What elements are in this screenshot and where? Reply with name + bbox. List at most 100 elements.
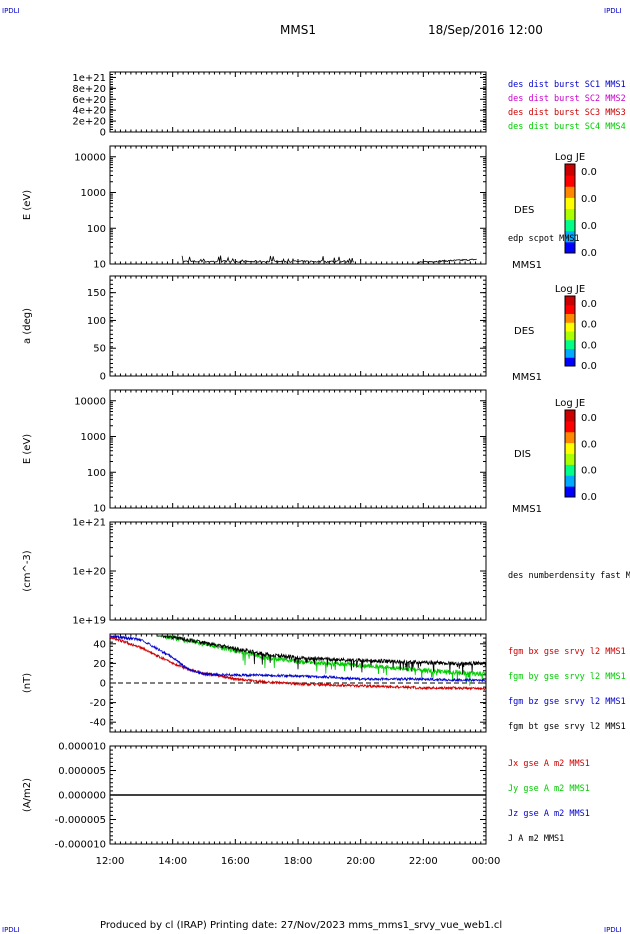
colorbar-tick-label: 0.0 <box>581 492 597 503</box>
y-axis-label: (nT) <box>22 673 33 693</box>
y-tick-label: 10000 <box>74 152 106 163</box>
y-tick-label: -20 <box>90 698 106 709</box>
y-tick-label: 2e+20 <box>72 117 106 128</box>
legend-entry: des dist burst SC2 MMS2 <box>508 94 626 104</box>
colorbar-segment <box>565 464 575 476</box>
colorbar-tick-label: 0.0 <box>581 248 597 259</box>
y-tick-label: 10000 <box>74 396 106 407</box>
y-axis-label: E (eV) <box>22 190 33 220</box>
y-axis-label: E (eV) <box>22 434 33 464</box>
y-tick-label: 100 <box>87 224 106 235</box>
panel-species-label: DES <box>514 326 534 337</box>
colorbar-segment <box>565 431 575 444</box>
date-title: 18/Sep/2016 12:00 <box>428 23 543 37</box>
colorbar-tick-label: 0.0 <box>581 361 597 372</box>
colorbar-frame <box>564 163 576 254</box>
colorbar-segment <box>565 410 575 422</box>
mission-title: MMS1 <box>280 23 316 37</box>
colorbar-segment <box>565 339 575 349</box>
legend-entry: J A m2 MMS1 <box>508 834 564 844</box>
y-tick-label: 10 <box>93 504 106 515</box>
colorbar-title: Log JE <box>555 284 585 295</box>
corner-label-br: IPDLI <box>604 926 622 934</box>
legend-entry: des numberdensity fast M <box>508 571 630 581</box>
series-bx <box>109 635 486 692</box>
colorbar-segment <box>565 313 575 323</box>
colorbar-title: Log JE <box>555 398 585 409</box>
colorbar-segment <box>565 241 575 254</box>
legend-entry: Jz gse A m2 MMS1 <box>508 809 590 819</box>
panel-frame <box>109 145 487 265</box>
y-tick-label: 1e+20 <box>72 567 106 578</box>
colorbar-title: Log JE <box>555 152 585 163</box>
colorbar-segment <box>565 230 575 243</box>
y-axis-label: a (deg) <box>22 308 33 344</box>
y-tick-label: 6e+20 <box>72 95 106 106</box>
colorbar-segment <box>565 186 575 198</box>
y-tick-label: 0.000005 <box>58 766 106 777</box>
x-tick-label: 00:00 <box>472 856 501 867</box>
colorbar-tick-label: 0.0 <box>581 413 597 424</box>
colorbar-segment <box>565 453 575 465</box>
colorbar-frame <box>564 295 576 367</box>
y-tick-label: 8e+20 <box>72 84 106 95</box>
y-tick-label: -40 <box>90 718 106 729</box>
panel-frame <box>109 71 487 133</box>
y-tick-label: 20 <box>93 659 106 670</box>
colorbar-segment <box>565 164 575 176</box>
colorbar-tick-label: 0.0 <box>581 320 597 331</box>
panel-frame <box>109 275 487 377</box>
series-edp-scpot <box>181 255 355 264</box>
panel-species-label: DIS <box>514 449 531 460</box>
y-axis-label: (A/m2) <box>22 778 33 812</box>
y-tick-label: 10 <box>93 260 106 271</box>
legend-entry: fgm bt gse srvy l2 MMS1 <box>508 722 626 732</box>
colorbar-tick-label: 0.0 <box>581 466 597 477</box>
y-tick-label: -0.000005 <box>55 815 106 826</box>
colorbar-segment <box>565 175 575 187</box>
panel-frame <box>109 521 487 621</box>
colorbar-segment <box>565 331 575 341</box>
overlay-legend: edp scpot MMS1 <box>508 234 580 244</box>
colorbar-segment <box>565 304 575 314</box>
colorbar-tick-label: 0.0 <box>581 194 597 205</box>
colorbar-segment <box>565 208 575 221</box>
colorbar-tick-label: 0.0 <box>581 299 597 310</box>
colorbar-tick-label: 0.0 <box>581 439 597 450</box>
legend-entry: fgm by gse srvy l2 MMS1 <box>508 672 626 682</box>
y-tick-label: 1000 <box>81 432 106 443</box>
colorbar-segment <box>565 219 575 232</box>
x-tick-label: 16:00 <box>221 856 250 867</box>
series-edp-scpot <box>417 258 477 264</box>
y-tick-label: 0.000010 <box>58 742 106 753</box>
colorbar-segment <box>565 420 575 433</box>
corner-label-tl: IPDLI <box>2 7 20 15</box>
panel-frame <box>109 389 487 509</box>
colorbar-segment <box>565 322 575 332</box>
x-tick-label: 22:00 <box>409 856 438 867</box>
y-tick-label: 1e+19 <box>72 616 106 627</box>
legend-entry: fgm bx gse srvy l2 MMS1 <box>508 647 626 657</box>
y-tick-label: 1000 <box>81 188 106 199</box>
colorbar-tick-label: 0.0 <box>581 221 597 232</box>
legend-entry: Jy gse A m2 MMS1 <box>508 784 590 794</box>
y-tick-label: 1e+21 <box>72 518 106 529</box>
colorbar-segment <box>565 486 575 498</box>
colorbar-segment <box>565 197 575 209</box>
colorbar-segment <box>565 475 575 487</box>
y-tick-label: 50 <box>93 344 106 355</box>
legend-entry: fgm bz gse srvy l2 MMS1 <box>508 697 626 707</box>
x-tick-label: 18:00 <box>284 856 313 867</box>
x-tick-label: 20:00 <box>346 856 375 867</box>
y-tick-label: 4e+20 <box>72 106 106 117</box>
series-bz <box>109 634 486 683</box>
y-tick-label: 0 <box>100 128 106 139</box>
y-tick-label: 40 <box>93 639 106 650</box>
y-axis-label: (cm^-3) <box>22 550 33 591</box>
footer-credit: Produced by cl (IRAP) Printing date: 27/… <box>100 920 502 931</box>
colorbar-segment <box>565 296 575 306</box>
satellite-label: MMS1 <box>512 504 542 515</box>
legend-entry: des dist burst SC1 MMS1 <box>508 80 626 90</box>
colorbar-segment <box>565 348 575 358</box>
